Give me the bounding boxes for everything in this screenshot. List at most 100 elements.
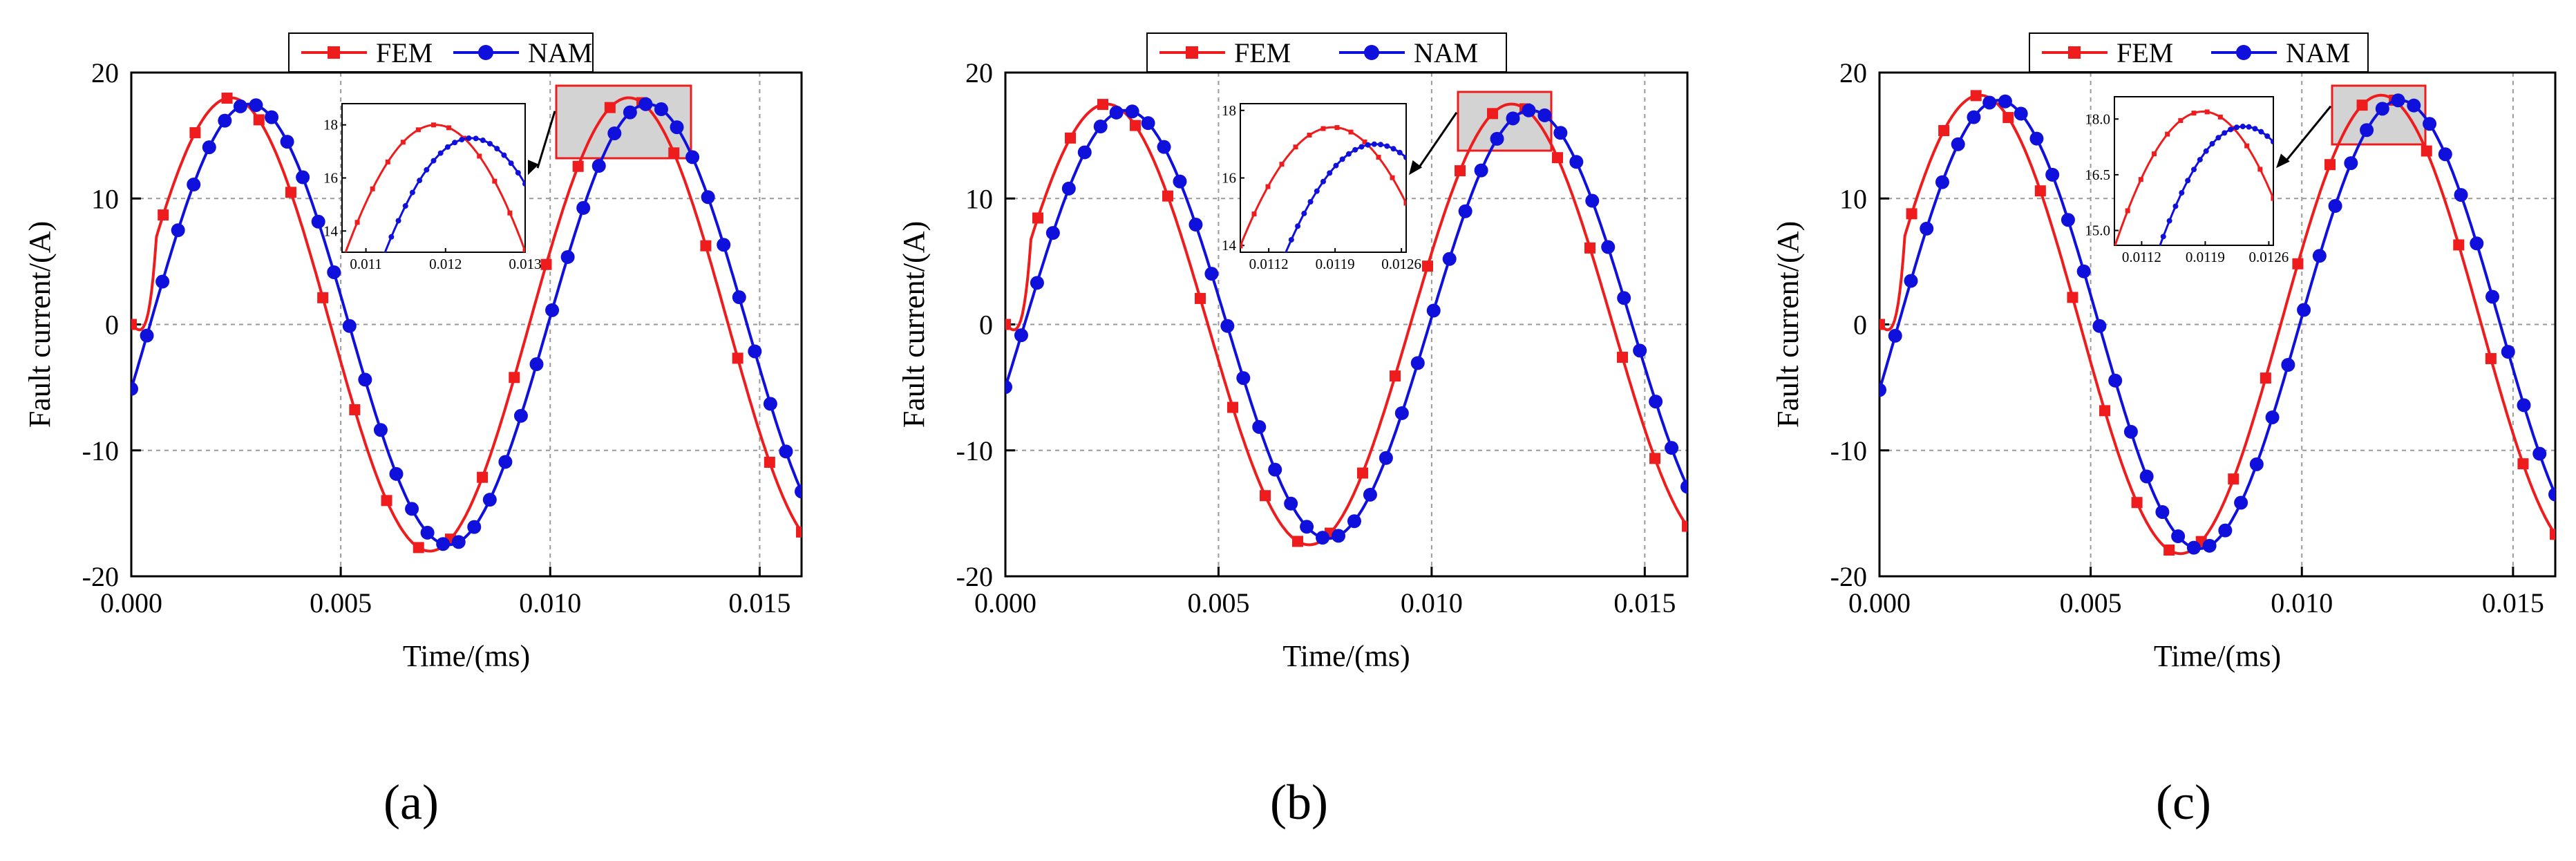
- nam-marker: [607, 126, 622, 140]
- y-tick-label: -10: [956, 435, 993, 466]
- nam-marker: [1005, 380, 1012, 395]
- inset-frame: [341, 103, 526, 253]
- fem-marker: [2099, 405, 2110, 417]
- nam-marker: [1394, 406, 1409, 420]
- nam-marker: [2076, 264, 2091, 278]
- y-tick-label: 10: [1839, 183, 1867, 214]
- panel-c: 0.000 0.005 0.010 0.015 -20 -10 0 10 20 Time/(ms)…: [1771, 32, 2557, 830]
- inset-plot: 0.0112 0.0119 0.0126 15.0 16.5 18.0: [2085, 96, 2289, 355]
- inset-fem-marker: [415, 127, 421, 133]
- fem-marker: [2517, 458, 2529, 470]
- inset-fem-marker: [477, 153, 482, 159]
- inset-plot: 0.0112 0.0119 0.0126 14 16 18: [1222, 102, 1421, 343]
- x-tick-label: 0.015: [1613, 587, 1676, 618]
- inset-nam-marker: [466, 135, 472, 142]
- inset-nam-marker: [1257, 319, 1262, 324]
- nam-marker: [187, 178, 201, 192]
- x-tick-label: 0.000: [974, 587, 1036, 618]
- y-tick-label: -20: [956, 561, 993, 592]
- nam-marker: [2423, 117, 2437, 131]
- nam-marker: [1204, 267, 1219, 281]
- fem-marker: [2163, 545, 2175, 556]
- inset-fem-marker: [492, 178, 498, 184]
- inset-fem-marker: [2217, 114, 2223, 120]
- nam-marker: [296, 170, 310, 184]
- inset-nam-marker: [2148, 268, 2154, 274]
- inset-nam-marker: [2228, 126, 2234, 133]
- inset-nam-marker: [1352, 146, 1358, 153]
- x-tick-label: 0.005: [1187, 587, 1249, 618]
- nam-marker: [795, 484, 802, 499]
- panel-a: 0.000 0.005 0.010 0.015 -20 -10 0 10 20 Time/(ms)…: [23, 32, 803, 830]
- inset-nam-marker: [2264, 133, 2271, 140]
- inset-nam-marker: [1378, 142, 1384, 148]
- fem-marker: [1649, 453, 1660, 464]
- nam-marker: [2375, 102, 2389, 116]
- inset-fem-marker: [2257, 167, 2263, 172]
- fem-marker: [413, 542, 424, 554]
- inset-nam-marker: [494, 146, 500, 152]
- inset-fem-marker: [1293, 144, 1298, 150]
- fem-marker: [2324, 159, 2336, 171]
- nam-marker: [1490, 131, 1504, 146]
- inset-nam-marker: [1345, 151, 1352, 157]
- nam-marker: [2123, 424, 2138, 439]
- nam-marker: [311, 214, 325, 229]
- inset-nam-marker: [1269, 283, 1275, 289]
- inset-y-tick-label: 16.5: [2085, 167, 2110, 183]
- inset-x-tick-label: 0.0126: [1381, 256, 1421, 272]
- inset-nam-marker: [501, 152, 507, 158]
- inset-nam-marker: [522, 181, 525, 187]
- nam-marker: [2470, 236, 2484, 251]
- inset-nam-marker: [2136, 308, 2141, 313]
- inset-plot: 0.011 0.012 0.013 14 16 18: [323, 103, 542, 272]
- fem-marker: [1357, 467, 1368, 479]
- inset-fem-marker: [1334, 125, 1340, 131]
- inset-nam-marker: [430, 158, 437, 164]
- inset-nam-marker: [2203, 148, 2209, 154]
- inset-nam-marker: [2124, 350, 2130, 355]
- nam-marker: [389, 466, 404, 481]
- fem-marker: [317, 292, 329, 303]
- nam-marker: [2186, 540, 2201, 555]
- nam-marker: [748, 344, 762, 359]
- inset-nam-marker: [1250, 338, 1256, 343]
- fem-marker: [1584, 242, 1595, 254]
- nam-marker: [140, 328, 154, 343]
- nam-marker: [1951, 137, 1965, 151]
- nam-marker: [545, 303, 560, 317]
- fem-marker: [1195, 292, 1206, 304]
- nam-marker: [2485, 290, 2500, 304]
- inset-series-group: [2114, 109, 2273, 355]
- inset-fem-marker: [354, 220, 360, 225]
- nam-marker: [1442, 252, 1457, 266]
- inset-fem-marker: [1279, 162, 1285, 167]
- y-tick-label: 0: [979, 310, 993, 341]
- zoom-arrow-line: [2284, 105, 2332, 162]
- x-tick-label: 0.000: [1848, 587, 1911, 618]
- inset-nam-marker: [1339, 156, 1345, 162]
- nam-marker: [529, 357, 544, 372]
- y-tick-label: -10: [82, 435, 119, 466]
- inset-nam-marker: [2222, 130, 2228, 136]
- legend-label-nam: NAM: [1414, 37, 1478, 68]
- nam-marker: [1665, 441, 1679, 455]
- nam-marker: [1188, 218, 1203, 232]
- fem-marker: [1906, 208, 1917, 220]
- inset-fem-marker: [507, 210, 513, 216]
- legend-marker-circle: [1364, 45, 1379, 60]
- fem-marker: [2292, 258, 2304, 269]
- nam-marker: [2265, 410, 2280, 424]
- inset-nam-marker: [2191, 167, 2197, 173]
- inset-nam-marker: [487, 140, 493, 146]
- legend-marker-square: [2068, 46, 2081, 59]
- inset-nam-marker: [480, 138, 486, 144]
- fem-marker: [285, 187, 296, 198]
- inset-nam-marker: [1327, 170, 1333, 176]
- fem-marker: [604, 102, 616, 113]
- inset-fem-marker: [1265, 184, 1271, 189]
- y-tick-label: 10: [965, 183, 993, 214]
- x-tick-label: 0.010: [1401, 587, 1463, 618]
- nam-marker: [2454, 188, 2468, 202]
- nam-marker: [1316, 531, 1330, 545]
